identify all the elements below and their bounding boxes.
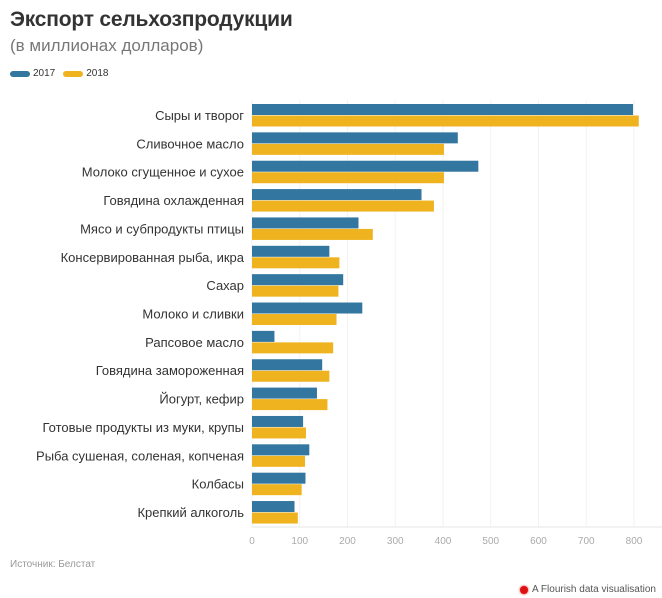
bar-2017 bbox=[252, 132, 458, 144]
category-label: Крепкий алкоголь bbox=[137, 505, 244, 520]
credit-text: A Flourish data visualisation bbox=[532, 584, 656, 595]
bar-2017 bbox=[252, 189, 422, 201]
x-tick-label: 300 bbox=[387, 536, 404, 547]
bar-2017 bbox=[252, 501, 295, 513]
legend-item-2018[interactable]: 2018 bbox=[63, 68, 109, 79]
legend-swatch-2018 bbox=[63, 70, 84, 77]
bar-2017 bbox=[252, 444, 310, 456]
bar-2017 bbox=[252, 302, 363, 314]
x-tick-label: 500 bbox=[482, 536, 499, 547]
bar-2018 bbox=[252, 115, 639, 127]
bar-2018 bbox=[252, 512, 298, 524]
chart-subtitle: (в миллионах долларов) bbox=[10, 36, 204, 55]
category-label: Сливочное масло bbox=[136, 136, 244, 151]
legend-label-2017: 2017 bbox=[33, 68, 56, 79]
bar-2018 bbox=[252, 399, 328, 411]
bar-2018 bbox=[252, 143, 444, 155]
bar-2017 bbox=[252, 245, 330, 257]
category-label: Мясо и субпродукты птицы bbox=[80, 221, 244, 236]
category-label: Рыба сушеная, соленая, копченая bbox=[36, 448, 244, 463]
bar-2018 bbox=[252, 484, 302, 496]
bar-2018 bbox=[252, 285, 339, 297]
flourish-logo-icon bbox=[520, 585, 529, 594]
category-label: Сыры и творог bbox=[155, 108, 244, 123]
category-label: Сахар bbox=[206, 278, 244, 293]
bar-2018 bbox=[252, 314, 337, 326]
x-tick-label: 600 bbox=[530, 536, 547, 547]
bar-2017 bbox=[252, 415, 304, 427]
category-label: Готовые продукты из муки, крупы bbox=[42, 420, 244, 435]
chart-title: Экспорт сельхозпродукции bbox=[10, 8, 293, 31]
bar-chart: 0 100 200 300 400 500 600 700 800 Сыры и творог Сл… bbox=[36, 100, 662, 547]
bar-2017 bbox=[252, 387, 317, 399]
x-tick-label: 0 bbox=[249, 536, 255, 547]
category-label: Рапсовое масло bbox=[145, 335, 244, 350]
bar-2018 bbox=[252, 200, 434, 212]
x-tick-label: 200 bbox=[339, 536, 356, 547]
x-tick-label: 700 bbox=[578, 536, 595, 547]
bar-2018 bbox=[252, 455, 306, 467]
bar-2018 bbox=[252, 370, 330, 382]
legend: 2017 2018 bbox=[10, 68, 117, 79]
bar-2017 bbox=[252, 472, 306, 484]
bar-2017 bbox=[252, 217, 359, 229]
category-label: Консервированная рыба, икра bbox=[61, 250, 245, 265]
bar-2018 bbox=[252, 257, 340, 269]
flourish-credit[interactable]: A Flourish data visualisation bbox=[520, 584, 656, 595]
bar-2018 bbox=[252, 228, 373, 240]
bar-2017 bbox=[252, 160, 479, 172]
legend-item-2017[interactable]: 2017 bbox=[10, 68, 55, 79]
legend-label-2018: 2018 bbox=[86, 68, 109, 79]
source-note: Источник: Белстат bbox=[10, 559, 96, 570]
category-label: Молоко и сливки bbox=[142, 307, 244, 322]
bar-2017 bbox=[252, 274, 344, 286]
bar-2018 bbox=[252, 427, 306, 439]
bar-2017 bbox=[252, 359, 323, 371]
x-tick-label: 100 bbox=[291, 536, 308, 547]
category-label: Говядина охлажденная bbox=[103, 193, 244, 208]
category-label: Говядина замороженная bbox=[96, 363, 244, 378]
bar-2018 bbox=[252, 172, 444, 184]
category-label: Молоко сгущенное и сухое bbox=[82, 165, 244, 180]
x-tick-label: 800 bbox=[626, 536, 643, 547]
legend-swatch-2017 bbox=[10, 70, 30, 77]
category-label: Колбасы bbox=[192, 477, 244, 492]
bar-2018 bbox=[252, 342, 334, 354]
bar-2017 bbox=[252, 104, 634, 115]
category-label: Йогурт, кефир bbox=[159, 392, 244, 407]
x-tick-label: 400 bbox=[435, 536, 452, 547]
bar-2017 bbox=[252, 330, 275, 342]
